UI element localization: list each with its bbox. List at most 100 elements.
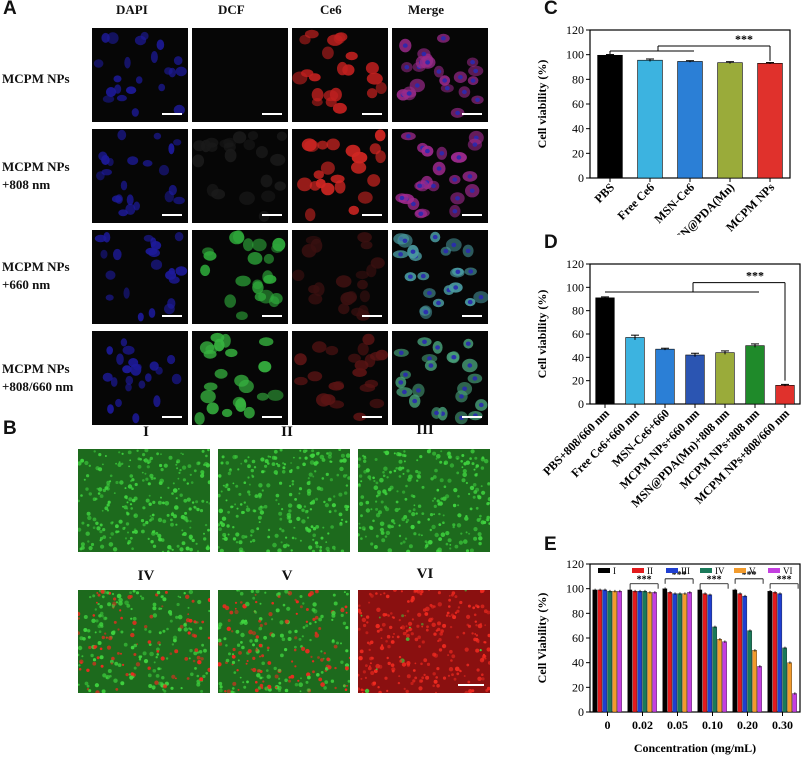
micrograph-ce6 (292, 129, 388, 223)
nucleus (399, 195, 405, 201)
cell-texture (194, 332, 284, 425)
bar (782, 647, 788, 713)
row-label-mcpm-808: MCPM NPs +808 nm (2, 159, 70, 192)
live-cell (189, 520, 192, 523)
dead-cell (96, 592, 99, 594)
live-cell (364, 535, 367, 538)
dead-cell (385, 640, 388, 643)
live-cell (282, 462, 285, 465)
live-cell (280, 653, 284, 658)
live-cell (225, 644, 228, 647)
cell (96, 171, 105, 181)
cell (375, 82, 387, 94)
live-cell (147, 537, 150, 540)
live-cell (338, 448, 342, 451)
live-cell (252, 509, 256, 513)
live-cell (133, 529, 138, 534)
live-cell (396, 490, 399, 493)
live-cell (382, 471, 385, 474)
cell (221, 408, 233, 418)
dead-cell (344, 666, 349, 671)
dead-cell (435, 676, 438, 679)
cell-texture (94, 232, 188, 322)
live-cell (243, 620, 248, 625)
live-cell (312, 499, 316, 502)
live-cell (296, 516, 301, 521)
dead-cell (468, 689, 473, 694)
dead-cell (474, 633, 477, 635)
cell (375, 349, 389, 361)
dead-cell (414, 637, 419, 642)
live-cell (454, 544, 459, 549)
live-cell (92, 658, 97, 662)
nucleus (458, 75, 463, 80)
live-cell (340, 549, 345, 553)
cell (142, 160, 153, 167)
significance-label: *** (742, 570, 757, 581)
live-cell (340, 518, 344, 521)
nucleus (467, 174, 473, 179)
y-tick-label: 40 (572, 350, 584, 364)
live-cell (247, 476, 250, 479)
dead-cell (356, 687, 360, 691)
live-cell (333, 495, 336, 498)
nucleus (420, 273, 426, 279)
panel-c-letter: C (544, 0, 558, 19)
dead-cell (440, 629, 444, 633)
live-cell (199, 509, 204, 513)
live-cell (92, 594, 96, 598)
live-cell (228, 652, 231, 656)
dead-cell (453, 677, 457, 681)
cell (107, 404, 114, 414)
live-cell (402, 490, 406, 494)
live-cell (237, 659, 240, 662)
live-cell (83, 478, 86, 481)
dead-cell (147, 666, 151, 670)
cell (255, 146, 268, 159)
dead-cell (266, 646, 270, 650)
live-cell (429, 513, 434, 517)
live-cell (277, 668, 282, 673)
cell (348, 205, 360, 215)
dead-cell (288, 679, 291, 683)
dead-cell (358, 604, 361, 607)
live-cell (469, 457, 472, 460)
live-cell (217, 474, 222, 478)
dead-cell (184, 657, 189, 661)
dead-cell (475, 637, 479, 641)
live-cell (249, 639, 253, 643)
live-cell (283, 463, 287, 466)
live-cell (395, 467, 398, 470)
group-label-iv: IV (137, 568, 155, 584)
live-cell (338, 512, 343, 517)
live-cell (277, 548, 282, 553)
live-cell (463, 539, 468, 544)
dead-cell (207, 667, 212, 672)
dead-cell (301, 646, 306, 651)
live-cell (453, 488, 458, 493)
cell (357, 305, 369, 318)
live-cell (447, 451, 451, 456)
cell-texture (292, 29, 387, 114)
dead-cell (294, 648, 297, 651)
cell (247, 252, 263, 265)
cell (342, 291, 357, 304)
group-label-ii: II (281, 424, 293, 440)
live-cell (271, 455, 276, 460)
cell (325, 345, 339, 356)
live-cell (221, 455, 225, 459)
row-label-mcpm-660: MCPM NPs +660 nm (2, 259, 70, 292)
live-cell (115, 601, 119, 604)
dead-cell (432, 652, 437, 657)
dead-cell (365, 664, 368, 667)
live-cell (372, 476, 375, 480)
live-cell (440, 450, 443, 453)
dead-cell (405, 625, 408, 628)
dead-cell (486, 686, 491, 691)
live-cell (196, 679, 201, 684)
dead-cell (451, 673, 454, 676)
live-cell (315, 544, 319, 549)
live-cell (181, 529, 184, 532)
dead-cell (385, 594, 390, 599)
dead-cell (201, 620, 205, 624)
